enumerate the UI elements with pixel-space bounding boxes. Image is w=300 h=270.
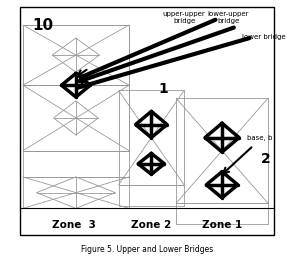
Text: Figure 5. Upper and Lower Bridges: Figure 5. Upper and Lower Bridges bbox=[81, 245, 214, 254]
Text: lower bridge: lower bridge bbox=[242, 34, 285, 40]
Text: lower-upper
bridge: lower-upper bridge bbox=[208, 11, 249, 23]
Text: Zone 1: Zone 1 bbox=[202, 220, 242, 230]
Text: 10: 10 bbox=[32, 18, 53, 33]
Text: 1: 1 bbox=[158, 82, 168, 96]
Text: upper-upper
bridge: upper-upper bridge bbox=[163, 11, 206, 23]
Text: Zone  3: Zone 3 bbox=[52, 220, 96, 230]
Bar bbox=[20, 7, 274, 235]
Text: Zone 2: Zone 2 bbox=[131, 220, 171, 230]
Text: 2: 2 bbox=[260, 151, 270, 166]
Text: base, b: base, b bbox=[247, 135, 272, 141]
